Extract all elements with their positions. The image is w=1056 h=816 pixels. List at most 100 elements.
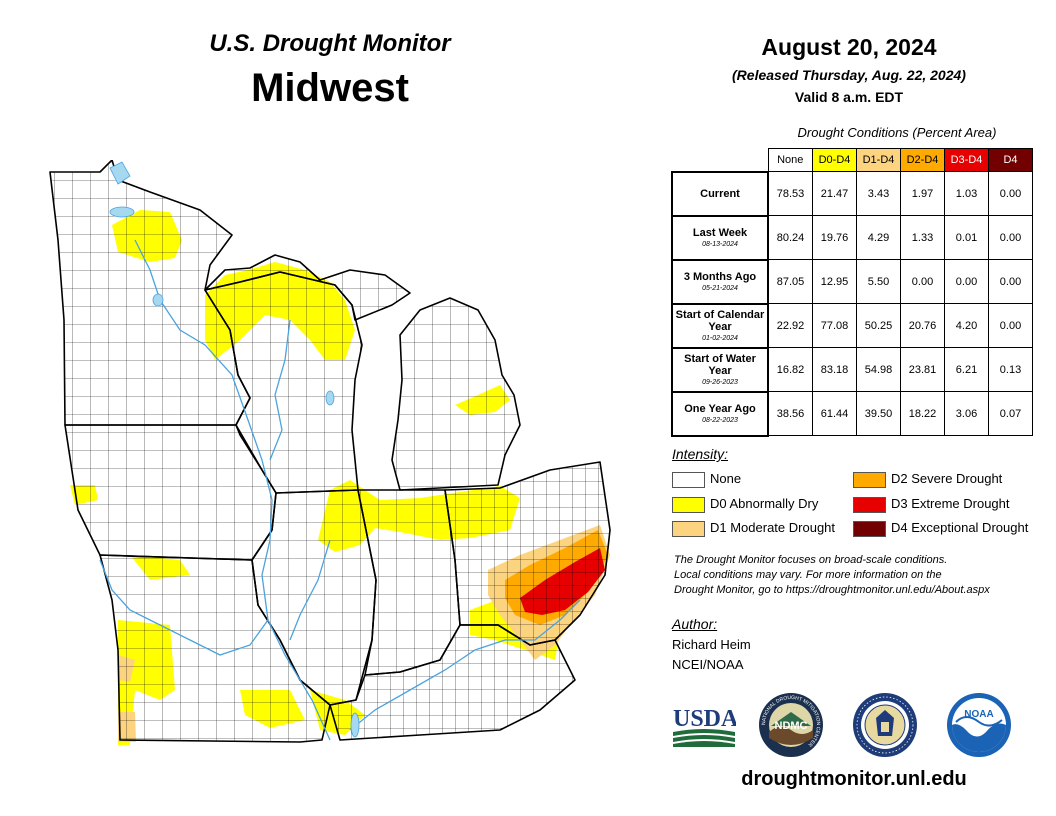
legend-swatch — [853, 521, 886, 537]
legend-swatch — [672, 497, 705, 513]
noaa-logo-text: NOAA — [964, 709, 993, 720]
table-cell: 39.50 — [856, 391, 901, 436]
table-cell: 0.00 — [988, 171, 1033, 216]
table-cell: 50.25 — [856, 303, 901, 348]
disclaimer-text: The Drought Monitor focuses on broad-sca… — [674, 553, 1044, 598]
row-date: 08-13-2024 — [702, 241, 738, 248]
disclaimer-line: The Drought Monitor focuses on broad-sca… — [674, 554, 948, 566]
legend-swatch — [853, 472, 886, 488]
row-label-text: 3 Months Ago — [683, 271, 757, 283]
row-label: One Year Ago 08-22-2023 — [671, 390, 769, 437]
usda-logo[interactable]: USDA — [672, 702, 736, 748]
disclaimer-line: Drought Monitor, go to https://droughtmo… — [674, 584, 990, 596]
mille-lacs — [152, 293, 164, 307]
row-label: Last Week 08-13-2024 — [671, 214, 769, 261]
lake-winnebago — [325, 390, 335, 406]
table-cell: 61.44 — [812, 391, 857, 436]
col-header: D3-D4 — [944, 148, 989, 172]
commerce-seal-logo[interactable] — [852, 692, 918, 758]
ohio-river — [349, 599, 581, 731]
release-date: (Released Thursday, Aug. 22, 2024) — [732, 67, 966, 83]
table-cell: 21.47 — [812, 171, 857, 216]
wisconsin-river — [269, 319, 291, 461]
row-label: Start of Calendar Year 01-02-2024 — [671, 302, 769, 349]
table-cell: 20.76 — [900, 303, 945, 348]
table-cell: 12.95 — [812, 259, 857, 304]
table-cell: 4.20 — [944, 303, 989, 348]
row-label-text: Start of Water Year — [684, 353, 756, 377]
lake-of-the-woods — [109, 161, 131, 185]
table-cell: 5.50 — [856, 259, 901, 304]
row-label: Start of Water Year 09-26-2023 — [671, 346, 769, 393]
table-cell: 0.00 — [988, 259, 1033, 304]
col-header: D4 — [988, 148, 1033, 172]
county-lines — [50, 160, 610, 742]
table-cell: 38.56 — [767, 391, 813, 436]
usda-logo-text: USDA — [673, 706, 736, 732]
ndmc-logo[interactable]: NATIONAL DROUGHT MITIGATION CENTER NDMC — [758, 692, 824, 758]
row-label-text: Current — [700, 187, 740, 200]
author-name: Richard Heim — [672, 637, 751, 652]
drought-statistics-table: None D0-D4 D1-D4 D2-D4 D3-D4 D4 Current 7… — [671, 148, 1033, 437]
table-cell: 0.01 — [944, 215, 989, 260]
table-cell: 1.97 — [900, 171, 945, 216]
table-cell: 23.81 — [900, 347, 945, 392]
row-date: 09-26-2023 — [702, 379, 738, 386]
col-header: None — [767, 148, 813, 172]
table-cell: 54.98 — [856, 347, 901, 392]
row-date: 08-22-2023 — [702, 417, 738, 424]
row-date: 05-21-2024 — [702, 285, 738, 292]
table-cell: 80.24 — [767, 215, 813, 260]
map-date: August 20, 2024 — [761, 34, 937, 60]
table-cell: 0.07 — [988, 391, 1033, 436]
col-header: D1-D4 — [856, 148, 901, 172]
legend-swatch — [672, 472, 705, 488]
kentucky-lake — [350, 712, 360, 738]
table-row: Current 78.53 21.47 3.43 1.97 1.03 0.00 — [671, 170, 1033, 217]
table-cell: 0.13 — [988, 347, 1033, 392]
mississippi-river — [134, 239, 331, 741]
legend-label: D3 Extreme Drought — [891, 496, 1010, 511]
table-caption: Drought Conditions (Percent Area) — [797, 125, 997, 140]
table-cell: 0.00 — [988, 303, 1033, 348]
author-heading: Author: — [672, 616, 718, 632]
legend-label: D0 Abnormally Dry — [710, 496, 819, 511]
table-cell: 0.00 — [944, 259, 989, 304]
row-label-text: One Year Ago — [684, 403, 756, 415]
col-header: D0-D4 — [812, 148, 857, 172]
table-row: One Year Ago 08-22-2023 38.56 61.44 39.50 18.… — [671, 390, 1033, 437]
region-title: Midwest — [251, 66, 409, 110]
legend-label: D4 Exceptional Drought — [891, 520, 1029, 535]
illinois-river — [289, 539, 331, 641]
table-cell: 1.03 — [944, 171, 989, 216]
website-link[interactable]: droughtmonitor.unl.edu — [741, 768, 967, 790]
legend-label: D1 Moderate Drought — [710, 520, 836, 535]
red-lake — [109, 206, 135, 218]
table-cell: 83.18 — [812, 347, 857, 392]
table-cell: 1.33 — [900, 215, 945, 260]
legend-swatch — [853, 497, 886, 513]
table-cell: 3.43 — [856, 171, 901, 216]
legend-label: None — [710, 471, 742, 486]
table-header-row: None D0-D4 D1-D4 D2-D4 D3-D4 D4 — [672, 148, 1033, 172]
monitor-title: U.S. Drought Monitor — [209, 30, 451, 57]
row-label: 3 Months Ago 05-21-2024 — [671, 258, 769, 305]
row-label-text: Start of Calendar Year — [675, 309, 765, 333]
row-label-text: Last Week — [692, 227, 748, 239]
table-cell: 6.21 — [944, 347, 989, 392]
table-cell: 18.22 — [900, 391, 945, 436]
table-cell: 3.06 — [944, 391, 989, 436]
table-cell: 0.00 — [900, 259, 945, 304]
table-cell: 22.92 — [767, 303, 813, 348]
table-row: Start of Calendar Year 01-02-2024 22.92 77.… — [671, 302, 1033, 349]
legend-label: D2 Severe Drought — [891, 471, 1003, 486]
table-cell: 77.08 — [812, 303, 857, 348]
table-cell: 78.53 — [767, 171, 813, 216]
table-cell: 87.05 — [767, 259, 813, 304]
noaa-logo[interactable]: NOAA — [946, 692, 1012, 758]
table-cell: 19.76 — [812, 215, 857, 260]
table-row: Last Week 08-13-2024 80.24 19.76 4.29 1.33 0.0… — [671, 214, 1033, 261]
author-organization: NCEI/NOAA — [672, 657, 744, 672]
row-label: Current — [671, 170, 769, 217]
rivers — [99, 239, 581, 741]
